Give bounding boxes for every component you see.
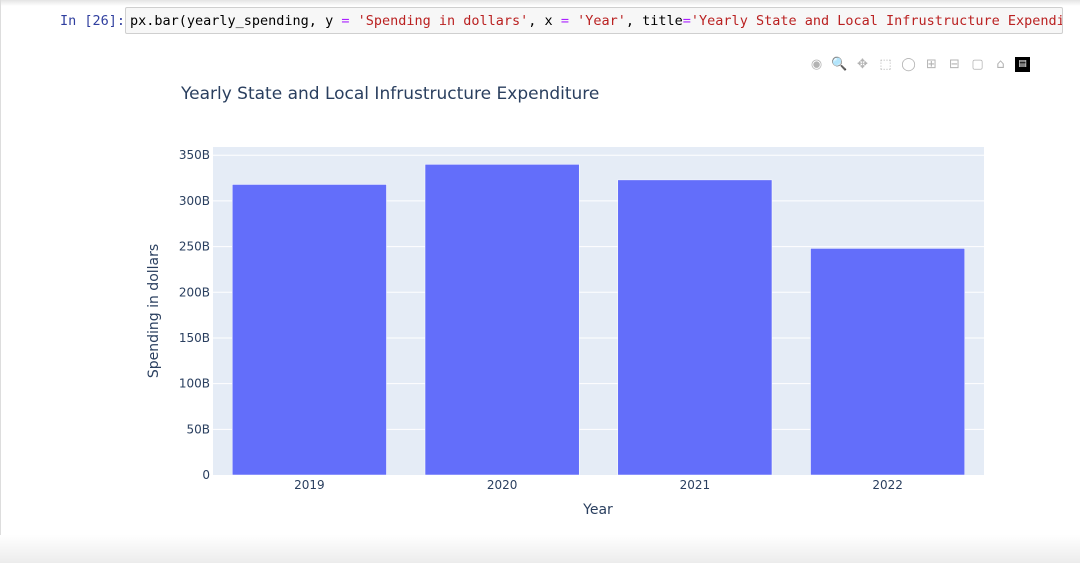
x-tick-label: 2019 — [294, 478, 325, 492]
y-tick-label: 0 — [202, 468, 210, 482]
y-tick-label: 100B — [179, 377, 210, 391]
code-token: 'Yearly State and Local Infrustructure E… — [690, 13, 1063, 29]
code-token: , x — [528, 13, 561, 29]
y-tick-label: 200B — [179, 285, 210, 299]
cell-prompt: In [26]: — [60, 13, 126, 29]
bar-2022 — [810, 248, 965, 476]
chart-title: Yearly State and Local Infrustructure Ex… — [181, 84, 600, 104]
y-tick-label: 250B — [179, 240, 210, 254]
x-tick-label: 2020 — [487, 478, 518, 492]
code-token: = — [560, 13, 569, 29]
code-token: px.bar(yearly_spending, y — [130, 13, 342, 29]
y-tick-label: 300B — [179, 194, 210, 208]
code-token: = — [341, 13, 350, 29]
x-axis-label: Year — [582, 502, 613, 518]
pan-icon[interactable]: ✥ — [857, 56, 868, 72]
x-tick-label: 2021 — [680, 478, 711, 492]
lasso-icon[interactable]: ◯ — [901, 56, 916, 72]
top-shadow — [0, 0, 1080, 6]
bottom-bar — [0, 535, 1080, 563]
plotly-logo-icon[interactable]: ▤ — [1015, 56, 1030, 72]
autoscale-icon[interactable]: ▢ — [971, 56, 984, 72]
plotly-modebar: ◉ 🔍 ✥ ⬚ ◯ ⊞ ⊟ ▢ ⌂ ▤ — [808, 55, 1030, 73]
box-select-icon[interactable]: ⬚ — [879, 56, 892, 72]
zoom-out-icon[interactable]: ⊟ — [949, 56, 960, 72]
code-token: 'Spending in dollars' — [357, 13, 529, 29]
x-tick-label: 2022 — [872, 478, 903, 492]
zoom-icon[interactable]: 🔍 — [831, 56, 848, 72]
code-input[interactable]: px.bar(yearly_spending, y = 'Spending in… — [125, 7, 1063, 34]
code-token: , title — [625, 13, 683, 29]
home-icon[interactable]: ⌂ — [996, 56, 1005, 72]
y-tick-label: 50B — [186, 422, 210, 436]
bar-2021 — [617, 179, 773, 476]
y-tick-label: 150B — [179, 331, 210, 345]
camera-icon[interactable]: ◉ — [810, 56, 823, 72]
code-token: = — [682, 13, 691, 29]
cell-border — [0, 0, 1, 563]
zoom-in-icon[interactable]: ⊞ — [926, 56, 937, 72]
y-tick-label: 350B — [179, 148, 210, 162]
bar-2020 — [424, 164, 580, 476]
bar-2019 — [232, 184, 387, 476]
code-token: 'Year' — [577, 13, 626, 29]
y-axis-label: Spending in dollars — [146, 244, 162, 378]
